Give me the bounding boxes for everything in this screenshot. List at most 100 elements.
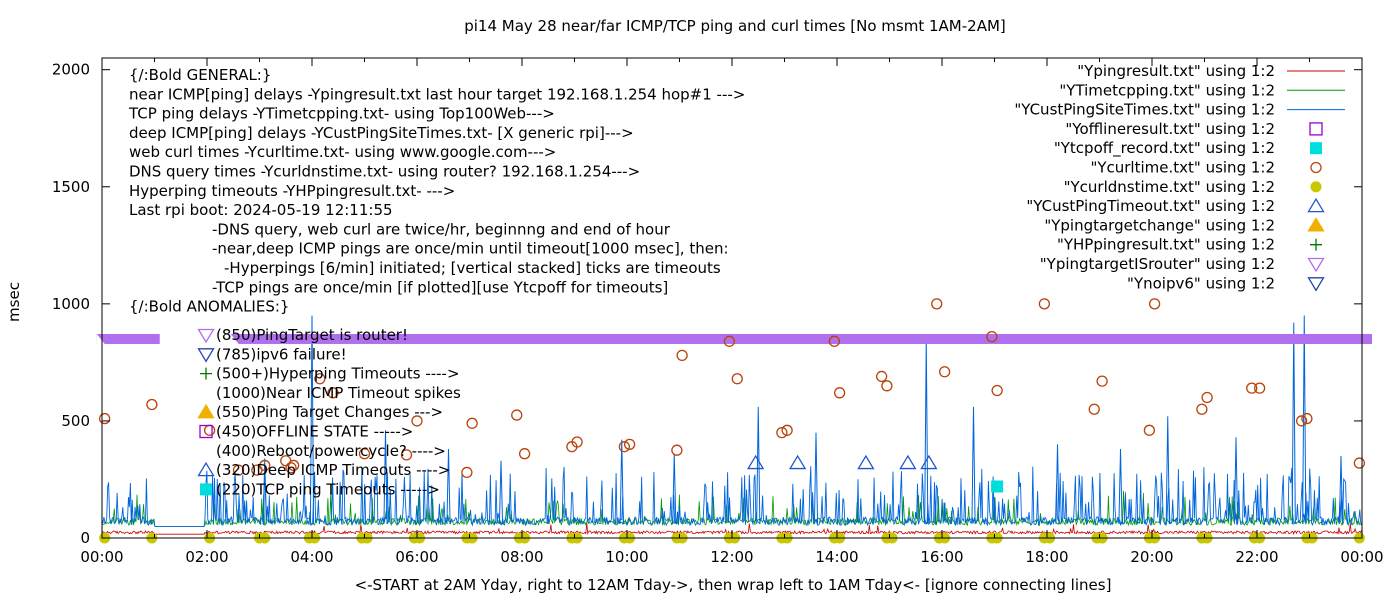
- deep-icmp-spike: [383, 430, 388, 524]
- legend: "Ypingresult.txt" using 1:2"YTimetcpping…: [1014, 62, 1345, 292]
- curl-time-point: [931, 298, 943, 310]
- x-tick-label: 06:00: [395, 548, 438, 566]
- annotation-line: Hyperping timeouts -YHPpingresult.txt- -…: [129, 182, 455, 200]
- curl-time-point: [571, 436, 583, 448]
- curl-time-point: [146, 398, 158, 411]
- curl-time-point: [511, 409, 523, 421]
- curl-time-point: [781, 424, 793, 436]
- curl-time-point: [1246, 382, 1258, 394]
- curl-time-point: [287, 459, 300, 472]
- annotation-line: TCP ping delays -YTimetcpping.txt- using…: [128, 105, 555, 123]
- anomaly-line: (220)TCP ping Timeouts ----->: [216, 480, 440, 498]
- deep-icmp-spike: [1055, 444, 1060, 524]
- y-tick-label: 1000: [52, 295, 90, 313]
- legend-label: "YCustPingSiteTimes.txt" using 1:2: [1014, 101, 1275, 119]
- x-tick-label: 08:00: [500, 548, 543, 566]
- y-tick-label: 2000: [52, 61, 90, 79]
- chart-title: pi14 May 28 near/far ICMP/TCP ping and c…: [464, 17, 1006, 35]
- legend-marker: [1309, 122, 1323, 136]
- deep-icmp-trace: [101, 466, 1363, 527]
- anomaly-marker: [200, 367, 212, 380]
- curl-time-point: [1201, 391, 1213, 404]
- curl-time-point: [881, 380, 893, 392]
- y-tick-label: 500: [61, 412, 90, 430]
- anomaly-line: (450)OFFLINE STATE ----->: [216, 423, 413, 441]
- anomaly-line: (1000)Near ICMP Timeout spikes: [216, 384, 461, 402]
- anomaly-line: (500+)Hyperping Timeouts ---->: [216, 365, 460, 383]
- x-tick-label: 00:00: [1340, 548, 1383, 566]
- deep-icmp-spike: [1338, 456, 1344, 524]
- annotation-line: -TCP pings are once/min [if plotted][use…: [212, 278, 668, 296]
- deep-icmp-timeout-point: [788, 454, 807, 470]
- y-tick-label: 1500: [52, 178, 90, 196]
- curl-time-point: [991, 384, 1003, 397]
- annotation-line: -near,deep ICMP pings are once/min until…: [212, 240, 729, 258]
- legend-marker: [1310, 238, 1322, 251]
- x-tick-label: 00:00: [80, 548, 123, 566]
- legend-label: "Ycurldnstime.txt" using 1:2: [1064, 178, 1275, 196]
- legend-label: "Ycurltime.txt" using 1:2: [1090, 159, 1275, 177]
- deep-icmp-spike: [309, 315, 315, 524]
- annotation-line: DNS query times -Ycurldnstime.txt- using…: [129, 163, 640, 181]
- x-tick-label: 04:00: [290, 548, 333, 566]
- annotation-block: {/:Bold GENERAL:}near ICMP[ping] delays …: [128, 66, 745, 498]
- tcp-ping-trace: [101, 490, 1362, 527]
- anomaly-line: (785)ipv6 failure!: [216, 345, 347, 363]
- x-tick-label: 10:00: [605, 548, 648, 566]
- legend-label: "YTimetcpping.txt" using 1:2: [1059, 81, 1275, 99]
- axis-ticks: 0 500 1000 1500 2000 00:00 02:00 04:00 06:00 08:0…: [52, 58, 1384, 566]
- anomaly-marker: [197, 461, 215, 477]
- annotation-line: {/:Bold ANOMALIES:}: [129, 298, 289, 316]
- curl-time-point: [986, 330, 998, 343]
- curl-time-point: [411, 415, 423, 427]
- x-tick-label: 20:00: [1130, 548, 1173, 566]
- annotation-line: -Hyperpings [6/min] initiated; [vertical…: [224, 259, 721, 277]
- curl-time-point: [1301, 412, 1313, 425]
- annotation-line: Last rpi boot: 2024-05-19 12:11:55: [129, 201, 393, 219]
- curl-time-point: [1295, 415, 1308, 427]
- curl-time-point: [358, 448, 371, 460]
- deep-icmp-spike: [446, 449, 451, 524]
- deep-icmp-spike: [924, 338, 929, 524]
- legend-label: "YHPpingresult.txt" using 1:2: [1057, 236, 1275, 254]
- curl-time-point: [1143, 424, 1156, 436]
- legend-label: "YpingtargetISrouter" using 1:2: [1040, 255, 1275, 273]
- anomaly-line: (400)Reboot/powercycle? ---->: [216, 442, 446, 460]
- deep-icmp-spike: [619, 439, 624, 524]
- x-tick-label: 22:00: [1235, 548, 1278, 566]
- router-band-edge: [230, 333, 239, 344]
- legend-label: "Yofflineresult.txt" using 1:2: [1065, 120, 1275, 138]
- legend-label: "YCustPingTimeout.txt" using 1:2: [1026, 197, 1275, 215]
- deep-icmp-timeout-point: [920, 454, 938, 470]
- y-axis-label: msec: [5, 282, 23, 322]
- curl-time-point: [232, 464, 245, 476]
- deep-icmp-spike: [813, 432, 819, 524]
- annotation-line: near ICMP[ping] delays -Ypingresult.txt …: [129, 85, 745, 103]
- curl-time-point: [828, 335, 841, 347]
- curl-time-point: [618, 441, 631, 453]
- curl-time-point: [623, 438, 636, 450]
- x-tick-label: 14:00: [815, 548, 858, 566]
- curl-time-point: [723, 335, 736, 347]
- deep-icmp-timeout-point: [857, 454, 875, 470]
- tcp-timeout-point: [991, 480, 1004, 493]
- deep-icmp-timeout-point: [746, 454, 765, 470]
- annotation-line: -DNS query, web curl are twice/hr, begin…: [212, 220, 671, 238]
- curl-time-point: [1096, 375, 1108, 387]
- curl-time-point: [676, 349, 688, 362]
- legend-marker: [1310, 181, 1322, 193]
- deep-icmp-spike: [1233, 437, 1239, 524]
- anomaly-marker: [199, 424, 213, 439]
- curl-time-point: [1088, 403, 1100, 415]
- legend-marker: [1307, 257, 1325, 273]
- curl-time-point: [1196, 403, 1208, 415]
- anomaly-line: (550)Ping Target Changes --->: [216, 403, 443, 421]
- curl-time-point: [875, 370, 888, 383]
- legend-marker: [1307, 277, 1325, 292]
- curl-time-point: [833, 387, 846, 399]
- curl-time-point: [98, 412, 111, 425]
- curl-time-point: [1038, 298, 1051, 310]
- router-target-band: [96, 333, 160, 344]
- curl-time-point: [203, 424, 216, 436]
